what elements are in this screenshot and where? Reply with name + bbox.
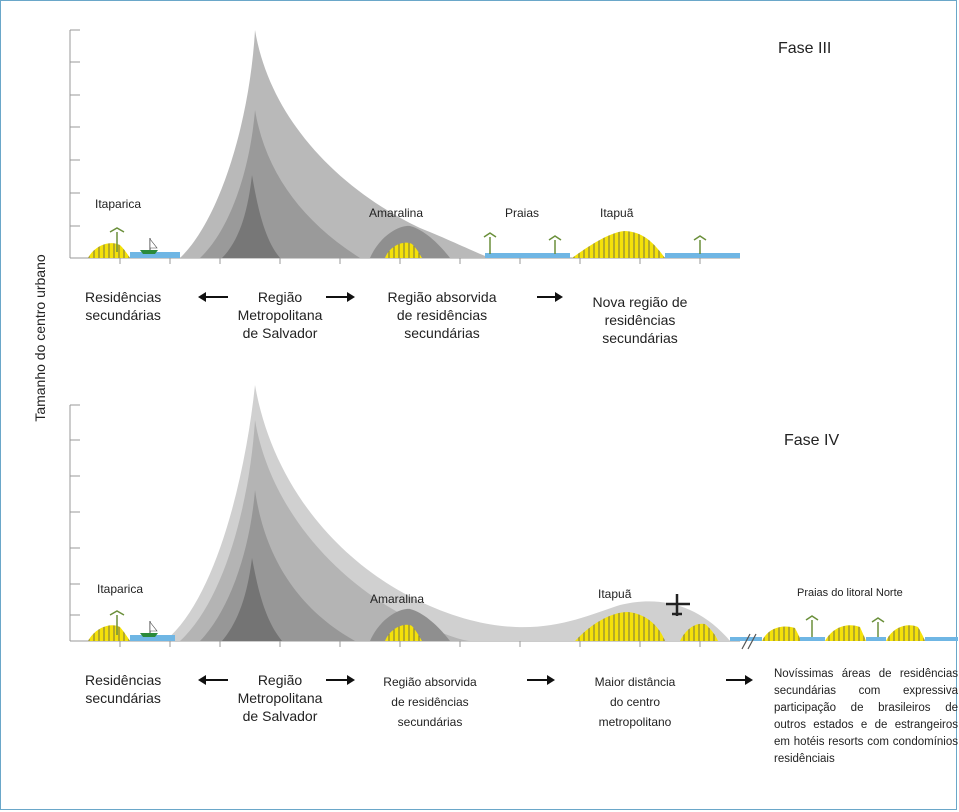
phase4-itaparica-beach bbox=[88, 625, 130, 641]
phase3-itaparica-beach bbox=[88, 243, 130, 258]
phase3-label-amaralina: Amaralina bbox=[369, 206, 424, 220]
break-mark-icon bbox=[741, 633, 757, 650]
phase3-caption-absorvida: Região absorvida de residências secundária… bbox=[387, 289, 497, 341]
phase3-ground-ticks bbox=[119, 258, 701, 264]
phase3-boat-icon bbox=[140, 238, 158, 254]
phase3-itapua-beach bbox=[572, 231, 665, 258]
phase4-caption-regiao: Região Metropolitana de Salvador bbox=[237, 672, 323, 724]
phase4-caption-novissimas: Novíssimas áreas de residências secundár… bbox=[774, 668, 958, 765]
phase3-caption-nova: Nova região de residências secundárias bbox=[592, 294, 688, 346]
phase3-title: Fase III bbox=[778, 40, 832, 57]
phase3-arrows bbox=[198, 292, 563, 302]
phase3-label-itaparica: Itaparica bbox=[95, 197, 142, 211]
phase4-title: Fase IV bbox=[784, 432, 840, 449]
phase4-palm-icons bbox=[109, 610, 885, 637]
phase4-ground-ticks bbox=[119, 641, 701, 647]
phase4-metro-mid bbox=[200, 490, 355, 641]
phase3-caption-regiao: Região Metropolitana de Salvador bbox=[237, 289, 323, 341]
phase4-caption-distancia: Maior distância do centro metropolitano bbox=[594, 675, 676, 729]
phase3-water bbox=[130, 252, 740, 258]
phase3-metro-core bbox=[222, 175, 280, 258]
phase4-arrows bbox=[198, 675, 753, 685]
phase4-metro-core bbox=[222, 558, 282, 641]
phase4-itapua-beach bbox=[575, 612, 665, 641]
phase4-itapua-beach-2 bbox=[680, 623, 718, 641]
phase4-caption-absorvida: Região absorvida de residências secundária… bbox=[383, 675, 477, 729]
y-axis-label: Tamanho do centro urbano bbox=[32, 254, 48, 422]
phase3-amaralina-bump bbox=[370, 225, 450, 258]
phase3-metro-mid bbox=[200, 110, 360, 258]
phase4-label-amaralina: Amaralina bbox=[370, 592, 425, 606]
phase3-caption-residencias: Residências secundárias bbox=[85, 289, 162, 323]
phase4-boat-icon bbox=[140, 621, 158, 637]
phase3-palm-icons bbox=[109, 227, 707, 254]
phase3-label-praias: Praias bbox=[505, 206, 540, 220]
phase4-label-itaparica: Itaparica bbox=[97, 582, 144, 596]
phase4-caption-residencias: Residências secundárias bbox=[85, 672, 162, 706]
phase4-water bbox=[130, 635, 958, 641]
phase4-label-praias-norte: Praias do litoral Norte bbox=[797, 587, 903, 599]
phase4-north-beaches bbox=[762, 625, 925, 641]
phase3-amaralina-beach bbox=[385, 242, 422, 258]
phase4-label-itapua: Itapuã bbox=[598, 587, 632, 601]
airplane-icon bbox=[666, 594, 690, 616]
phase4-amaralina-beach bbox=[385, 624, 422, 641]
phase3-label-itapua: Itapuã bbox=[600, 206, 634, 220]
